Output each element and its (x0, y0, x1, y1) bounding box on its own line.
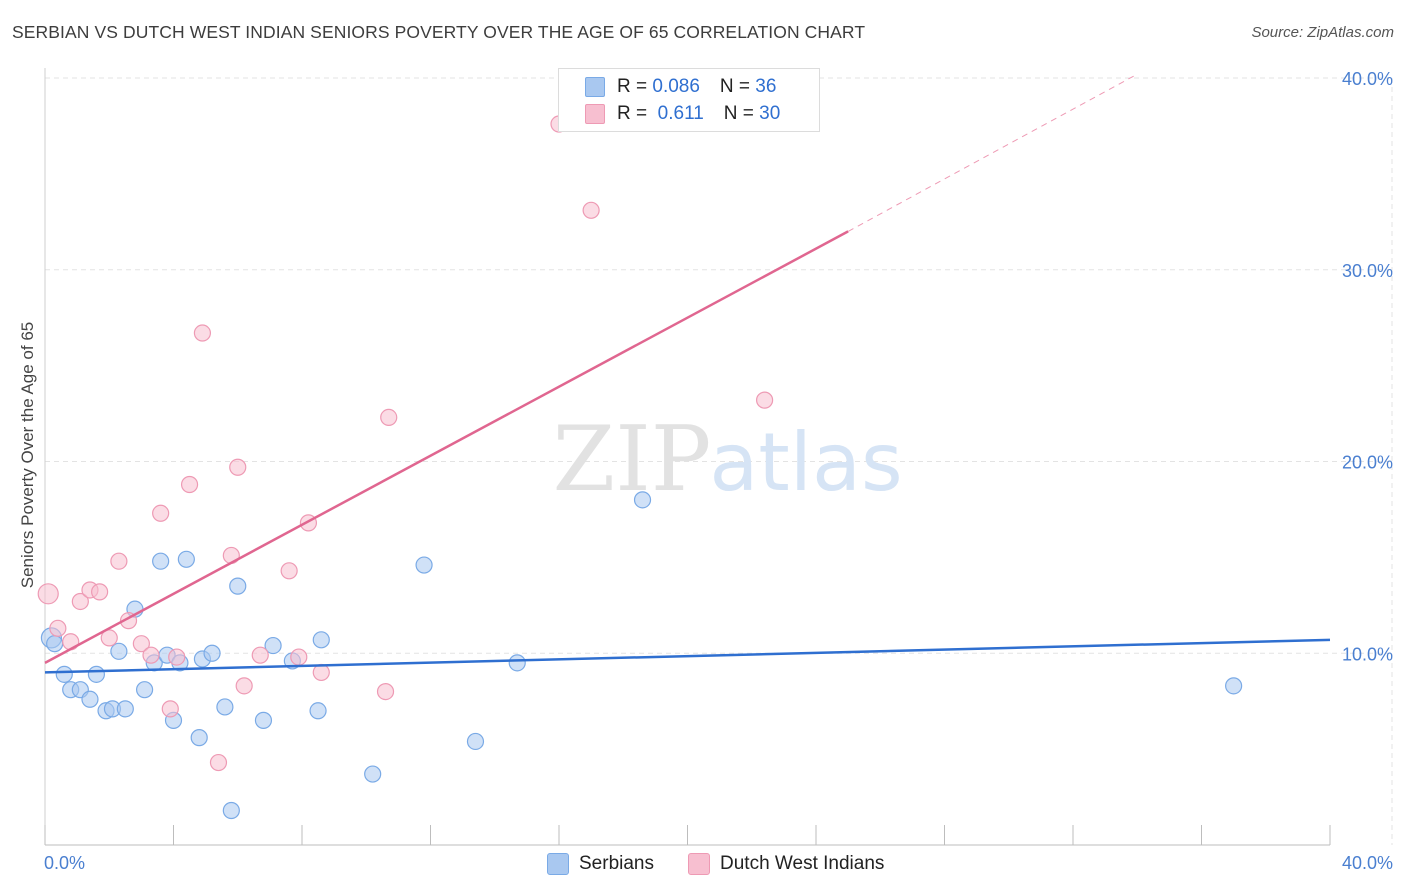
legend-swatch-serbians (585, 77, 605, 97)
serbians-point (264, 636, 282, 655)
legend-n-value: 30 (759, 103, 781, 124)
serbians-point (309, 702, 327, 720)
serbians-point (312, 631, 330, 649)
legend-swatch-dutch (585, 104, 605, 124)
serbians-point (87, 665, 106, 683)
dutch-trend-line (44, 230, 849, 664)
legend-r-value: 0.611 (652, 103, 704, 124)
dutch-point (71, 592, 89, 611)
dutch-point (193, 324, 212, 342)
legend-row-serbians: R = 0.086 N = 36 (585, 75, 776, 99)
dutch-point (168, 648, 186, 666)
dutch-point (152, 504, 170, 522)
dutch-point (251, 646, 269, 664)
dutch-point (142, 646, 160, 664)
serbians-point (81, 690, 99, 708)
watermark: ZIP atlas (553, 407, 903, 512)
serbians-point (364, 765, 382, 783)
serbians-point (110, 642, 128, 660)
dutch-point (37, 583, 59, 605)
dutch-point (161, 700, 179, 718)
serbians-point (203, 644, 221, 662)
serbians-point (116, 700, 134, 718)
dutch-point (235, 677, 253, 695)
legend: R = 0.086 N = 36 R = 0.611 N = 30 (558, 68, 820, 132)
chart-title: SERBIAN VS DUTCH WEST INDIAN SENIORS POV… (12, 22, 866, 42)
y-tick-label: 10.0% (1342, 644, 1393, 664)
legend-r-label: R = (617, 103, 653, 124)
y-tick-label: 40.0% (1342, 69, 1393, 89)
bottom-legend-serbians: Serbians (547, 852, 654, 876)
grid-lines (45, 77, 1393, 845)
dutch-point (49, 619, 67, 637)
legend-row-dutch: R = 0.611 N = 30 (585, 102, 780, 126)
serbians-point (633, 491, 652, 509)
bottom-legend-swatch-dutch (688, 853, 710, 875)
dutch-point (376, 682, 395, 701)
bottom-legend-label: Dutch West Indians (720, 853, 885, 874)
dutch-point (229, 458, 247, 476)
y-axis-label: Seniors Poverty Over the Age of 65 (18, 322, 37, 588)
dutch-point (132, 635, 150, 653)
serbians-point (415, 556, 433, 574)
serbians-trend-line (44, 638, 1331, 674)
serbians-point (222, 801, 240, 820)
legend-n-label: N = (723, 103, 760, 124)
dutch-point (290, 648, 308, 666)
axes (44, 68, 1331, 846)
tick-labels: 10.0% 20.0% 30.0% 40.0% 0.0% 40.0% (44, 69, 1393, 873)
dutch-point (312, 663, 330, 682)
legend-n-label: N = (719, 76, 756, 97)
dutch-point (209, 753, 228, 772)
serbians-point (46, 635, 64, 653)
dutch-point (180, 475, 199, 494)
serbians-point (1225, 677, 1243, 695)
legend-n-value: 36 (755, 76, 777, 97)
bottom-legend-label: Serbians (579, 853, 654, 874)
scatter-points (37, 115, 1243, 820)
bottom-legend-dutch: Dutch West Indians (688, 852, 884, 876)
serbians-point (135, 681, 154, 699)
legend-r-label: R = (617, 76, 653, 97)
serbians-point (508, 654, 526, 672)
watermark-atlas: atlas (709, 416, 902, 509)
serbians-point (55, 665, 73, 683)
dutch-point (100, 629, 118, 647)
y-tick-label: 30.0% (1342, 261, 1393, 281)
serbians-point (216, 698, 234, 716)
x-tick-label: 40.0% (1342, 853, 1393, 873)
dutch-point (91, 583, 109, 601)
source-label: Source: ZipAtlas.com (1251, 24, 1394, 41)
dutch-point (380, 408, 398, 426)
serbians-point (229, 577, 247, 595)
dutch-trend-extension (847, 73, 1138, 232)
serbians-point (466, 732, 485, 751)
legend-r-value: 0.086 (652, 76, 700, 97)
watermark-zip: ZIP (553, 407, 712, 512)
serbians-point (177, 550, 195, 568)
trend-lines (44, 73, 1331, 674)
dutch-point (755, 391, 774, 409)
dutch-point (110, 552, 128, 570)
x-tick-label: 0.0% (44, 853, 85, 873)
serbians-point (152, 552, 170, 570)
serbians-point (190, 729, 208, 747)
dutch-point (280, 562, 298, 580)
bottom-legend-swatch-serbians (547, 853, 569, 875)
y-tick-label: 20.0% (1342, 453, 1393, 473)
serbians-point (254, 711, 273, 729)
dutch-point (582, 201, 600, 219)
